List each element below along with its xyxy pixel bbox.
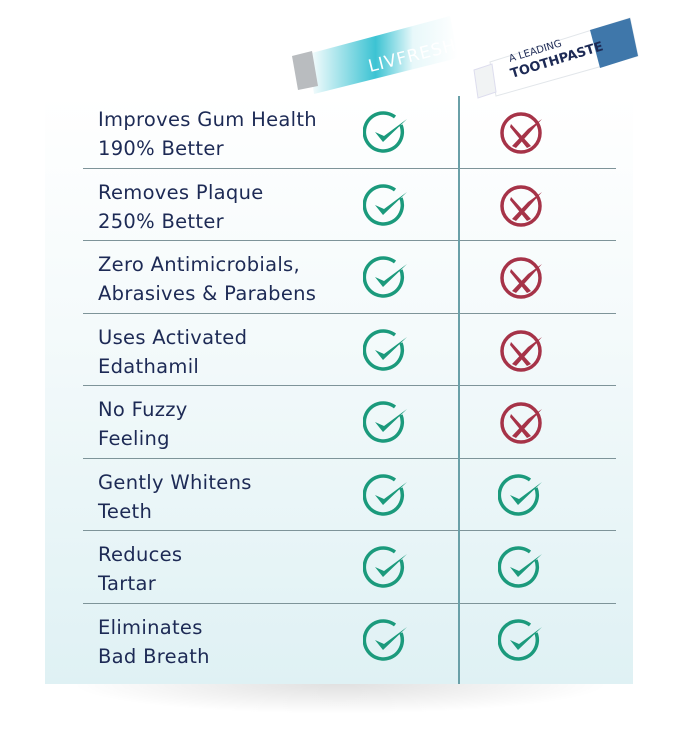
cross-icon	[498, 110, 544, 156]
feature-label: Eliminates Bad Breath	[98, 615, 210, 668]
table-row: Improves Gum Health 190% Better	[83, 96, 616, 169]
check-icon	[362, 255, 409, 301]
check-icon	[362, 110, 409, 156]
cross-icon	[498, 328, 544, 374]
feature-label: Uses Activated Edathamil	[98, 325, 248, 378]
cross-icon	[498, 400, 544, 446]
row-divider	[83, 530, 616, 531]
row-divider	[83, 167, 616, 169]
feature-label: Removes Plaque 250% Better	[98, 180, 264, 233]
table-row: Reduces Tartar	[83, 531, 616, 604]
table-row: No Fuzzy Feeling	[83, 386, 616, 459]
column-divider	[458, 96, 460, 684]
row-divider	[83, 385, 616, 386]
cross-icon	[498, 255, 544, 301]
feature-label: Improves Gum Health 190% Better	[98, 108, 317, 160]
check-icon	[362, 183, 409, 229]
check-icon	[362, 400, 409, 446]
livfresh-tube-image: LIVFRESH	[292, 16, 459, 94]
feature-label: No Fuzzy Feeling	[98, 398, 188, 450]
table-shadow	[70, 684, 610, 714]
table-row: Eliminates Bad Breath	[83, 604, 616, 677]
check-icon	[497, 473, 544, 519]
check-icon	[497, 545, 544, 591]
table-row: Gently Whitens Teeth	[83, 459, 616, 531]
cross-icon	[498, 183, 544, 229]
check-icon	[362, 473, 409, 519]
check-icon	[362, 328, 409, 374]
table-row: Zero Antimicrobials, Abrasives & Paraben…	[83, 241, 616, 314]
row-divider	[83, 457, 616, 459]
table-row: Uses Activated Edathamil	[83, 314, 616, 386]
feature-label: Gently Whitens Teeth	[98, 470, 252, 523]
row-divider	[83, 602, 616, 604]
row-divider	[83, 312, 616, 314]
feature-label: Reduces Tartar	[98, 543, 183, 595]
feature-label: Zero Antimicrobials, Abrasives & Paraben…	[98, 253, 317, 305]
leading-toothpaste-tube-image: A LEADING TOOTHPASTE	[473, 17, 639, 99]
check-icon	[362, 618, 409, 664]
row-divider	[83, 240, 616, 241]
table-row: Removes Plaque 250% Better	[83, 169, 616, 241]
check-icon	[362, 545, 409, 591]
check-icon	[497, 618, 544, 664]
